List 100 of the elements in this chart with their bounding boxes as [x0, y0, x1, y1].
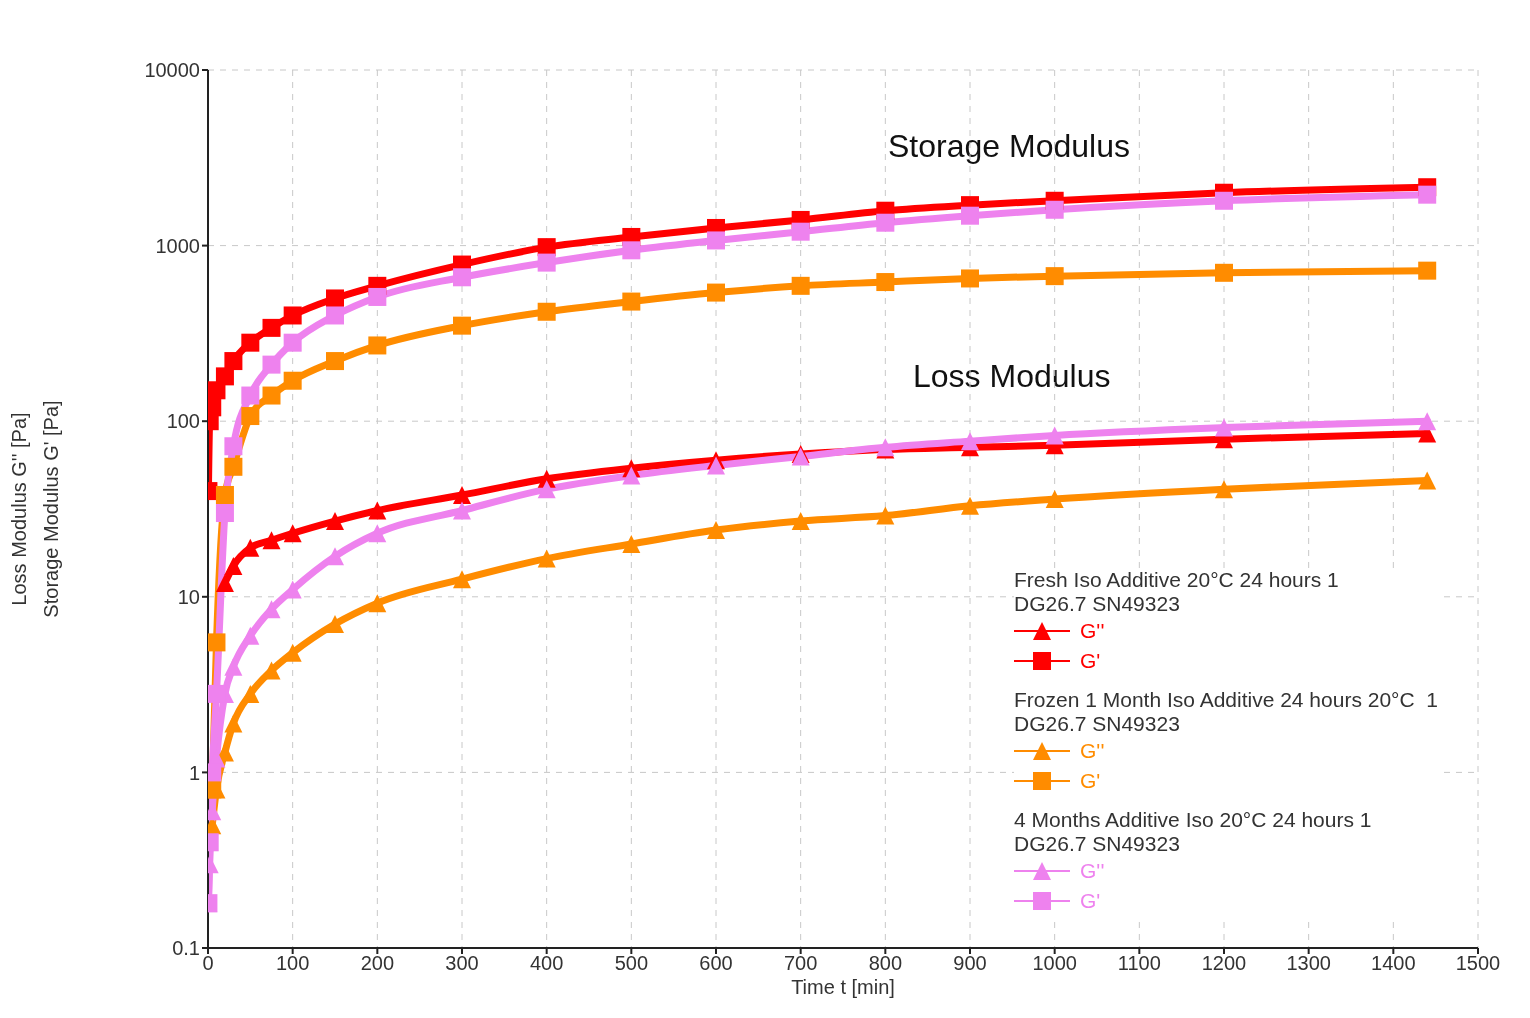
point — [1215, 263, 1233, 282]
point — [791, 222, 810, 241]
point — [208, 633, 226, 652]
point — [876, 506, 895, 525]
point — [876, 273, 895, 292]
point — [453, 316, 471, 335]
legend-label: G'' — [1080, 859, 1105, 883]
point — [1045, 490, 1064, 509]
point — [707, 456, 725, 475]
point — [1045, 200, 1064, 219]
point — [368, 524, 387, 543]
x-tick-label: 600 — [699, 952, 733, 975]
x-tick-label: 200 — [360, 952, 395, 975]
x-tick-label: 800 — [868, 952, 903, 975]
point — [707, 283, 725, 302]
annotation: Loss Modulus — [913, 358, 1111, 395]
legend-label: G' — [1080, 889, 1101, 913]
point — [215, 367, 234, 386]
x-tick-label: 1300 — [1286, 952, 1331, 975]
point — [453, 570, 471, 589]
point — [1045, 267, 1064, 286]
point — [453, 501, 471, 520]
point — [224, 457, 243, 476]
point — [707, 231, 725, 250]
point — [241, 626, 260, 645]
point — [1215, 418, 1233, 437]
point — [283, 371, 302, 390]
point — [791, 512, 810, 531]
point — [224, 714, 243, 733]
point — [622, 241, 641, 260]
point — [368, 336, 387, 355]
point — [224, 437, 243, 456]
x-tick-label: 100 — [275, 952, 310, 975]
point — [1215, 191, 1233, 210]
point — [1215, 480, 1233, 499]
legend-label: G'' — [1080, 619, 1105, 643]
point — [453, 485, 471, 504]
point — [262, 355, 281, 374]
y-tick-label: 0.1 — [172, 937, 200, 960]
point — [283, 306, 302, 325]
point — [326, 512, 344, 531]
point — [215, 573, 234, 592]
point — [283, 333, 302, 352]
point — [1418, 412, 1437, 431]
point — [368, 501, 387, 520]
point — [215, 485, 234, 504]
point — [326, 306, 344, 325]
x-tick-label: 400 — [529, 952, 564, 975]
x-tick-label: 700 — [783, 952, 818, 975]
point — [368, 287, 387, 306]
y-tick-label: 10 — [177, 585, 200, 608]
annotation: Frozen 1 Month Iso Additive 24 hours 20°C 1 DG26.7 SN49323 — [1014, 688, 1438, 736]
point — [537, 549, 556, 568]
legend-label: G'' — [1080, 739, 1105, 763]
point — [537, 302, 556, 321]
x-tick-label: 900 — [953, 952, 987, 975]
point — [876, 213, 895, 232]
point — [224, 352, 243, 371]
legend-label: G' — [1080, 649, 1101, 673]
point — [326, 615, 344, 633]
annotation: Storage Modulus — [888, 128, 1130, 165]
point — [1418, 261, 1437, 280]
x-tick-label: 1000 — [1032, 952, 1077, 975]
point — [961, 206, 979, 225]
point — [326, 547, 344, 566]
point — [262, 531, 281, 550]
legend-label: G' — [1080, 769, 1101, 793]
point — [537, 253, 556, 272]
annotation: Fresh Iso Additive 20°C 24 hours 1 DG26.7 SN49323 — [1014, 568, 1340, 616]
point — [791, 276, 810, 295]
y-tick-label: 1000 — [155, 234, 200, 257]
point — [368, 594, 387, 613]
point — [622, 292, 641, 311]
point — [224, 556, 243, 575]
y-tick-label: 100 — [166, 410, 200, 433]
y-tick-label: 1 — [188, 761, 200, 784]
point — [1045, 426, 1064, 445]
point — [262, 318, 281, 337]
point — [326, 352, 344, 371]
point — [241, 333, 260, 352]
x-axis-title: Time t [min] — [790, 976, 896, 999]
point — [537, 480, 556, 499]
point — [224, 657, 243, 676]
y-axis-title: Loss Modulus G'' [Pa] Storage Modulus G' [Pa] — [8, 400, 62, 618]
point — [961, 496, 979, 515]
y-tick-label: 10000 — [144, 59, 200, 82]
point — [1418, 185, 1437, 204]
x-tick-label: 1500 — [1455, 952, 1501, 975]
x-tick-label: 1200 — [1201, 952, 1247, 975]
point — [215, 504, 234, 523]
x-tick-label: 0 — [202, 952, 214, 975]
annotation: 4 Months Additive Iso 20°C 24 hours 1 DG26.7 SN49323 — [1014, 808, 1373, 856]
x-tick-label: 300 — [445, 952, 479, 975]
point — [453, 268, 471, 287]
x-tick-label: 1100 — [1117, 952, 1161, 975]
point — [622, 466, 641, 485]
x-tick-label: 500 — [614, 952, 649, 975]
point — [707, 521, 725, 540]
point — [1418, 471, 1437, 490]
x-tick-label: 1400 — [1371, 952, 1416, 975]
